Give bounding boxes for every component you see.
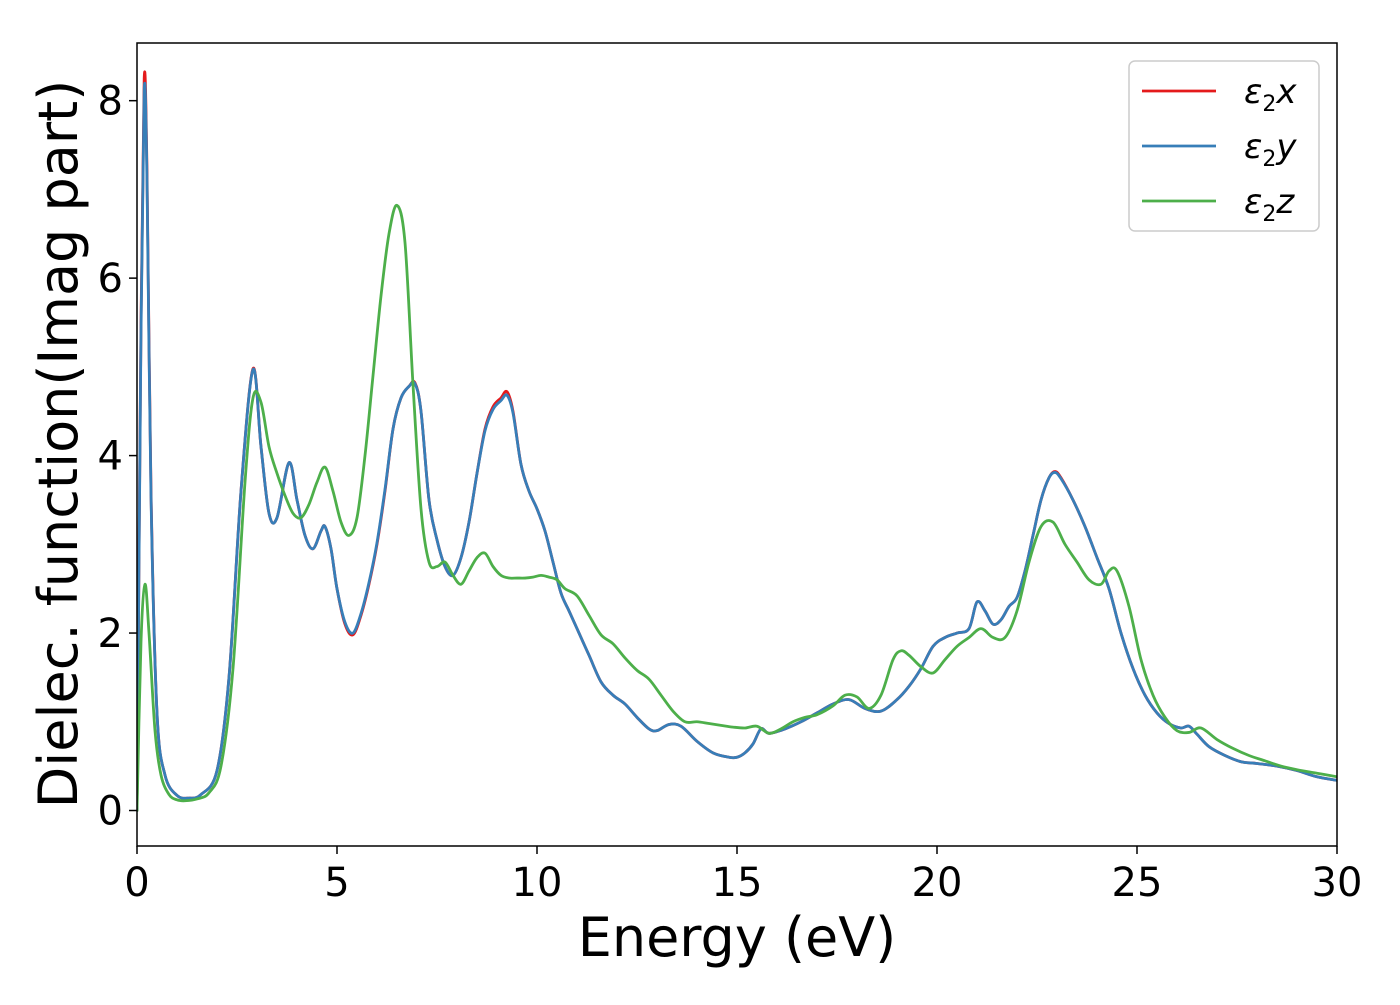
legend: ε2x ε2y ε2z: [1128, 60, 1320, 232]
x-tick-label: 25: [1112, 860, 1163, 906]
series-line-y: [137, 81, 1337, 812]
y-axis-ticks: 0 2 4 6 8: [98, 79, 137, 835]
x-tick-label: 20: [912, 860, 963, 906]
y-tick-label: 8: [98, 79, 123, 125]
y-axis-label: Dielec. function(Imag part): [27, 80, 90, 809]
x-tick-label: 30: [1312, 860, 1363, 906]
x-tick-label: 5: [324, 860, 349, 906]
x-tick-label: 10: [512, 860, 563, 906]
y-tick-label: 0: [98, 789, 123, 835]
x-axis-ticks: 0 5 10 15 20 25 30: [124, 846, 1362, 906]
y-tick-label: 2: [98, 611, 123, 657]
x-axis-label: Energy (eV): [578, 906, 897, 969]
x-tick-label: 15: [712, 860, 763, 906]
legend-label-z: ε2z: [1244, 182, 1295, 227]
legend-box: [1128, 60, 1320, 232]
series-line-z: [137, 203, 1337, 812]
legend-label-y: ε2y: [1244, 127, 1297, 172]
series-layer: [137, 70, 1337, 812]
legend-items: ε2x ε2y ε2z: [1142, 72, 1297, 227]
x-tick-label: 0: [124, 860, 149, 906]
legend-label-x: ε2x: [1244, 72, 1297, 117]
y-tick-label: 4: [98, 434, 123, 480]
y-tick-label: 6: [98, 256, 123, 302]
